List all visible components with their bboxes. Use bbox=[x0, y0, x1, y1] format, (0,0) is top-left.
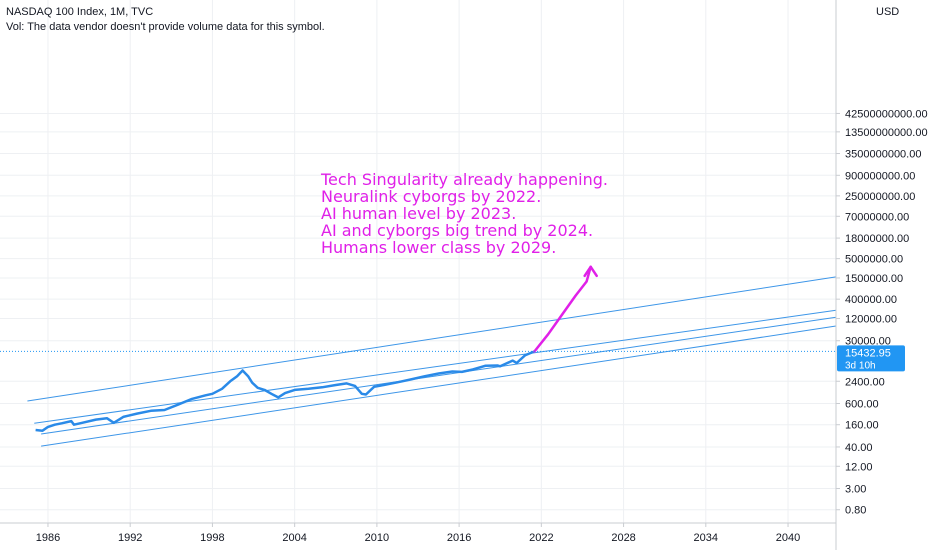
price-tick-label: 40.00 bbox=[845, 442, 873, 454]
time-tick-label: 2004 bbox=[282, 532, 306, 544]
price-axis-unit: USD bbox=[876, 6, 899, 18]
price-tick-label: 70000000.00 bbox=[845, 211, 909, 223]
chart-background bbox=[0, 0, 932, 550]
time-tick-label: 1998 bbox=[200, 532, 224, 544]
price-tick-label: 42500000000.00 bbox=[845, 108, 928, 120]
price-tick-label: 400000.00 bbox=[845, 294, 897, 306]
price-tick-label: 1500000.00 bbox=[845, 273, 903, 285]
chart[interactable]: Tech Singularity already happening.Neura… bbox=[0, 0, 932, 550]
price-badge-value: 15432.95 bbox=[845, 347, 891, 359]
price-tick-label: 5000000.00 bbox=[845, 254, 903, 266]
price-tick-label: 3.00 bbox=[845, 484, 866, 496]
volume-note: Vol: The data vendor doesn't provide vol… bbox=[6, 20, 325, 35]
time-tick-label: 1986 bbox=[36, 532, 60, 544]
price-badge-countdown: 3d 10h bbox=[845, 360, 876, 371]
price-tick-label: 0.80 bbox=[845, 505, 866, 517]
price-tick-label: 3500000000.00 bbox=[845, 149, 921, 161]
price-tick-label: 600.00 bbox=[845, 399, 879, 411]
time-tick-label: 2040 bbox=[776, 532, 800, 544]
price-tick-label: 13500000000.00 bbox=[845, 127, 928, 139]
price-tick-label: 12.00 bbox=[845, 461, 873, 473]
price-tick-label: 160.00 bbox=[845, 420, 879, 432]
price-tick-label: 900000000.00 bbox=[845, 170, 915, 182]
time-tick-label: 2010 bbox=[365, 532, 389, 544]
price-badge: 15432.95 3d 10h bbox=[837, 345, 905, 371]
time-tick-label: 2028 bbox=[611, 532, 635, 544]
time-tick-label: 2016 bbox=[447, 532, 471, 544]
chart-header: NASDAQ 100 Index, 1M, TVC Vol: The data … bbox=[6, 5, 325, 35]
time-tick-label: 2022 bbox=[529, 532, 553, 544]
symbol-title[interactable]: NASDAQ 100 Index, 1M, TVC bbox=[6, 5, 325, 20]
time-tick-label: 1992 bbox=[118, 532, 142, 544]
time-tick-label: 2034 bbox=[694, 532, 718, 544]
annotation-line: Humans lower class by 2029. bbox=[321, 238, 556, 257]
price-tick-label: 250000000.00 bbox=[845, 191, 915, 203]
price-tick-label: 120000.00 bbox=[845, 313, 897, 325]
price-tick-label: 18000000.00 bbox=[845, 233, 909, 245]
price-tick-label: 2400.00 bbox=[845, 376, 885, 388]
